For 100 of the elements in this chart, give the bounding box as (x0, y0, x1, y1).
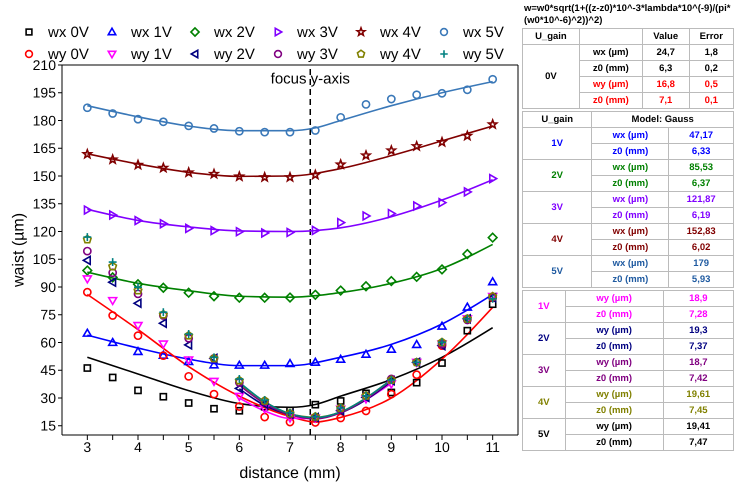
legend-label: wx 3V (297, 24, 338, 40)
text: 7,47 (663, 434, 734, 450)
text: 2V (522, 322, 566, 354)
text: 5,93 (668, 272, 734, 288)
legend-label: wx 2V (214, 24, 255, 40)
text: 7,37 (663, 338, 734, 354)
text: wx (µm) (592, 256, 669, 272)
text: 0,2 (689, 60, 734, 76)
text: z0 (mm) (565, 306, 664, 322)
text: Model: Gauss (592, 112, 734, 128)
text: 18,9 (663, 290, 734, 306)
text: wy (µm) (565, 322, 664, 338)
text: 7,42 (663, 370, 734, 386)
y-tick-label: 135 (32, 196, 56, 212)
text: 3V (522, 354, 566, 386)
text: 7,1 (642, 92, 690, 108)
text: z0 (mm) (592, 176, 669, 192)
text: wx (µm) (592, 224, 669, 240)
text: 18,7 (663, 354, 734, 370)
legend-label: wx 4V (380, 24, 421, 40)
text: Value (642, 28, 690, 44)
text: 6,33 (668, 144, 734, 160)
text: wy (µm) (579, 76, 642, 92)
text: wx (µm) (592, 128, 669, 144)
text: w=w0*sqrt(1+((z-z0)*10^-3*lambda*10^(-9)/(pi*(w0*10^-6)^2))^2) (523, 2, 732, 28)
text: 47,17 (668, 128, 734, 144)
text: z0 (mm) (565, 370, 664, 386)
text: 5V (522, 418, 566, 450)
y-tick-label: 120 (32, 223, 56, 240)
legend-label: wx 1V (131, 24, 172, 40)
y-tick-label: 15 (40, 418, 56, 434)
text: z0 (mm) (565, 338, 664, 354)
text: z0 (mm) (592, 272, 669, 288)
text: 1,8 (689, 44, 734, 60)
text: 4V (522, 224, 592, 256)
text: wx (µm) (592, 192, 669, 208)
text: 7,45 (663, 402, 734, 418)
text: Error (689, 28, 734, 44)
text: 6,19 (668, 208, 734, 224)
text: wx (µm) (592, 160, 669, 176)
y-tick-label: 45 (40, 362, 56, 378)
y-tick-label: 150 (32, 168, 56, 184)
legend-label: wy 2V (214, 46, 255, 62)
text: 0V (522, 44, 580, 108)
ref-line-label: focus y-axis (270, 70, 350, 88)
text: 3V (522, 192, 592, 224)
text: 6,02 (668, 240, 734, 256)
legend-label: wy 0V (48, 46, 89, 62)
text: 5V (522, 256, 592, 288)
y-tick-label: 90 (40, 278, 56, 295)
text: z0 (mm) (579, 92, 642, 108)
legend-label: wy 3V (297, 46, 338, 62)
text: U_gain (522, 112, 592, 128)
y-tick-label: 105 (32, 251, 56, 268)
text: 19,61 (663, 386, 734, 402)
text: 19,41 (663, 418, 734, 434)
legend-label: wx 5V (463, 24, 504, 40)
legend-label: wy 5V (463, 46, 504, 62)
x-tick-label: 6 (235, 438, 244, 455)
text: 152,83 (668, 224, 734, 240)
text: 1V (522, 128, 592, 160)
text: 4V (522, 386, 566, 418)
text: z0 (mm) (592, 144, 669, 160)
x-tick-label: 7 (286, 438, 294, 455)
x-tick-label: 4 (134, 438, 142, 455)
y-tick-label: 180 (32, 112, 56, 128)
text: wy (µm) (565, 418, 664, 434)
text: 179 (668, 256, 734, 272)
y-tick-label: 60 (40, 334, 56, 350)
text: z0 (mm) (579, 60, 642, 76)
text: z0 (mm) (592, 208, 669, 224)
text: z0 (mm) (592, 240, 669, 256)
text: U_gain (522, 28, 580, 44)
text: 2V (522, 160, 592, 192)
text: 6,3 (642, 60, 690, 76)
text: wy (µm) (565, 290, 664, 306)
text: 0,5 (689, 76, 734, 92)
legend-label: wy 4V (380, 46, 421, 62)
text: 85,53 (668, 160, 734, 176)
text: 24,7 (642, 44, 690, 60)
y-tick-label: 30 (40, 390, 56, 406)
x-tick-label: 3 (83, 438, 92, 455)
x-axis-title: distance (mm) (239, 465, 341, 482)
x-tick-label: 8 (336, 438, 345, 455)
x-tick-label: 5 (184, 438, 193, 455)
text: wy (µm) (565, 386, 664, 402)
x-tick-label: 11 (485, 438, 500, 455)
text: 7,28 (663, 306, 734, 322)
text: 0,1 (689, 92, 734, 108)
text: wx (µm) (579, 44, 642, 60)
legend-label: wy 1V (131, 46, 172, 62)
text: 19,3 (663, 322, 734, 338)
text: wy (µm) (565, 354, 664, 370)
text: z0 (mm) (565, 434, 664, 450)
y-tick-label: 195 (32, 84, 56, 101)
x-tick-label: 9 (387, 438, 396, 455)
text: 16,8 (642, 76, 690, 92)
y-axis-title: waist (µm) (10, 212, 28, 288)
text: 6,37 (668, 176, 734, 192)
text: 1V (522, 290, 566, 322)
